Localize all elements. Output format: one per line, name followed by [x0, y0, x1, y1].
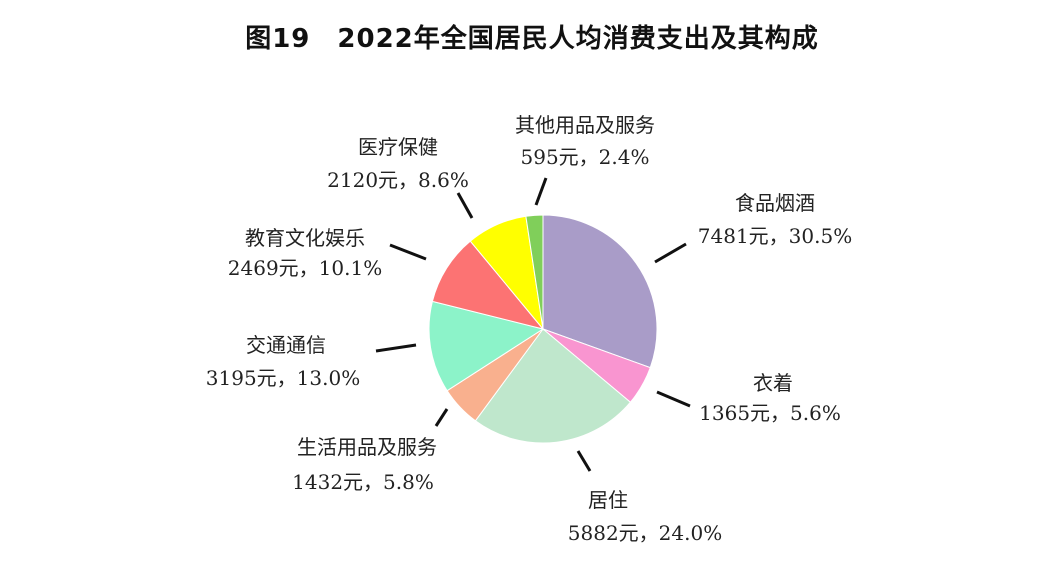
slice-name-label: 其他用品及服务 [515, 113, 655, 137]
slice-value-label: 2120元，8.6% [327, 168, 469, 192]
leader-line [375, 343, 417, 353]
slice-name-label: 医疗保健 [358, 135, 438, 159]
slice-value-label: 2469元，10.1% [228, 256, 382, 280]
leader-line [656, 390, 691, 408]
leader-line [389, 243, 427, 261]
slice-name-label: 交通通信 [246, 333, 326, 357]
leader-line [654, 242, 687, 264]
pie-slice [431, 240, 545, 330]
pie-slice [428, 300, 545, 392]
pie-slice [474, 328, 632, 444]
slice-value-label: 5882元，24.0% [568, 521, 722, 545]
pie-slice [542, 214, 658, 369]
slice-value-label: 1365元，5.6% [699, 401, 841, 425]
slice-value-label: 1432元，5.8% [292, 470, 434, 494]
leader-line [434, 408, 449, 427]
slice-name-label: 生活用品及服务 [297, 435, 437, 459]
slice-value-label: 7481元，30.5% [698, 224, 852, 248]
pie-slice [525, 214, 544, 330]
leader-line [576, 450, 592, 472]
slice-value-label: 3195元，13.0% [206, 366, 360, 390]
slice-name-label: 居住 [588, 488, 628, 512]
slice-name-label: 食品烟酒 [735, 191, 815, 215]
leader-line [534, 177, 548, 206]
chart-title: 图19 2022年全国居民人均消费支出及其构成 [245, 24, 819, 54]
leader-line [456, 192, 474, 219]
slice-name-label: 衣着 [753, 371, 793, 395]
slice-name-label: 教育文化娱乐 [245, 226, 365, 250]
slice-value-label: 595元，2.4% [521, 145, 650, 169]
